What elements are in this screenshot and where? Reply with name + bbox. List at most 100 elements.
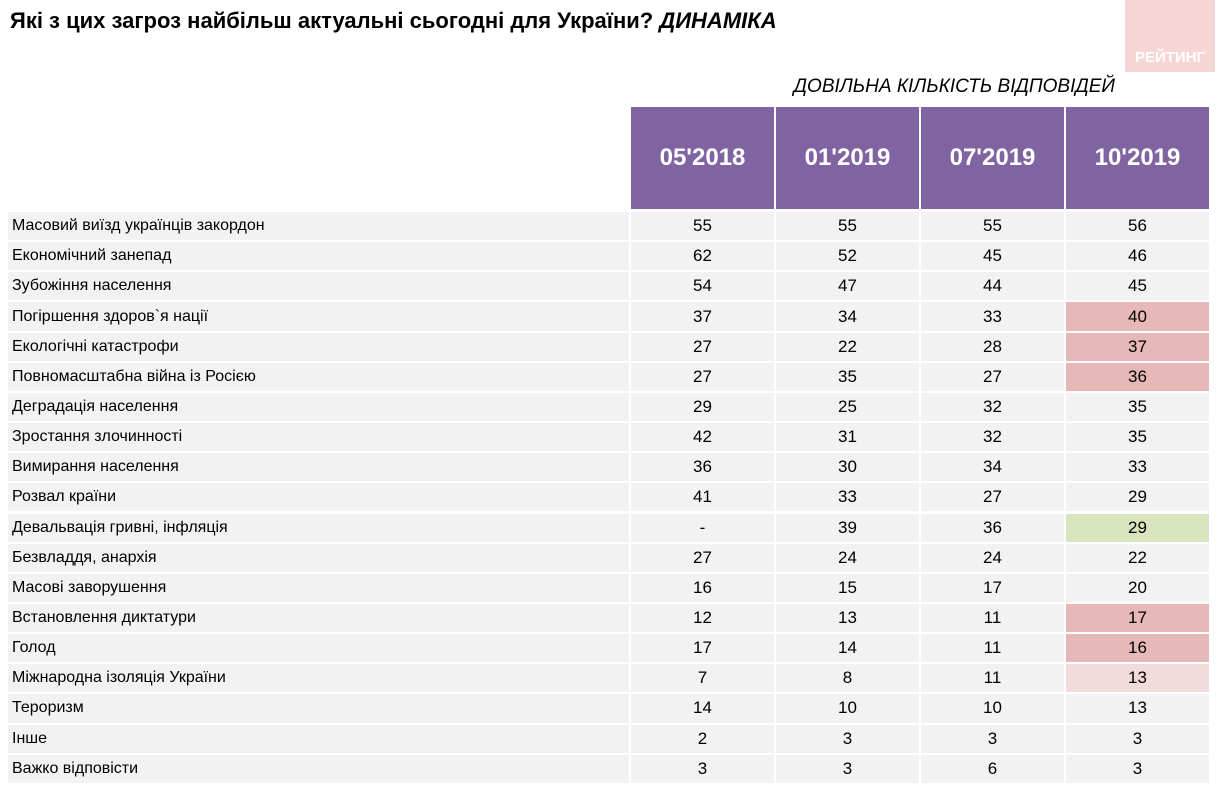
- value-cell: 47: [776, 272, 919, 301]
- value-cell: 41: [631, 483, 774, 512]
- value-cell: 11: [921, 664, 1064, 693]
- value-cell: 13: [1066, 664, 1209, 693]
- row-label: Екологічні катастрофи: [8, 332, 629, 361]
- value-cell: 28: [921, 332, 1064, 361]
- value-cell: 3: [921, 724, 1064, 753]
- value-cell: 7: [631, 664, 774, 693]
- value-cell: 33: [1066, 453, 1209, 482]
- value-cell: 29: [1066, 513, 1209, 542]
- value-cell: 3: [631, 754, 774, 783]
- value-cell: 3: [776, 754, 919, 783]
- value-cell: 36: [921, 513, 1064, 542]
- row-label: Безвладдя, анархія: [8, 543, 629, 572]
- value-cell: 55: [631, 212, 774, 241]
- value-cell: 36: [631, 453, 774, 482]
- row-label: Масовий виїзд українців закордон: [8, 212, 629, 241]
- value-cell: 10: [776, 694, 919, 723]
- value-cell: 13: [776, 603, 919, 633]
- row-label: Масові заворушення: [8, 573, 629, 602]
- value-cell: 14: [631, 694, 774, 723]
- value-cell: 55: [921, 212, 1064, 241]
- value-cell: 2: [631, 724, 774, 753]
- value-cell: 46: [1066, 242, 1209, 271]
- row-label: Економічний занепад: [8, 242, 629, 271]
- value-cell: 14: [776, 634, 919, 663]
- title-emphasis: ДИНАМІКА: [659, 8, 777, 33]
- row-label: Важко відповісти: [8, 754, 629, 783]
- value-cell: 35: [1066, 423, 1209, 452]
- value-cell: 16: [1066, 634, 1209, 663]
- column-header: 07'2019: [921, 107, 1064, 209]
- value-cell: 27: [631, 543, 774, 572]
- row-label: Голод: [8, 634, 629, 663]
- value-cell: 6: [921, 754, 1064, 783]
- value-cell: 44: [921, 272, 1064, 301]
- value-cell: 52: [776, 242, 919, 271]
- value-cell: -: [631, 513, 774, 542]
- value-cell: 3: [1066, 724, 1209, 753]
- value-cell: 37: [1066, 332, 1209, 361]
- value-cell: 27: [921, 483, 1064, 512]
- value-cell: 62: [631, 242, 774, 271]
- value-cell: 54: [631, 272, 774, 301]
- row-label: Зубожіння населення: [8, 272, 629, 301]
- value-cell: 3: [1066, 754, 1209, 783]
- value-cell: 33: [776, 483, 919, 512]
- value-cell: 40: [1066, 302, 1209, 331]
- value-cell: 31: [776, 423, 919, 452]
- value-cell: 34: [776, 302, 919, 331]
- value-cell: 17: [631, 634, 774, 663]
- value-cell: 24: [776, 543, 919, 572]
- value-cell: 27: [631, 332, 774, 361]
- value-cell: 3: [776, 724, 919, 753]
- value-cell: 22: [776, 332, 919, 361]
- column-header: 10'2019: [1066, 107, 1209, 209]
- value-cell: 42: [631, 423, 774, 452]
- value-cell: 45: [921, 242, 1064, 271]
- value-cell: 15: [776, 573, 919, 602]
- value-cell: 17: [921, 573, 1064, 602]
- row-label: Розвал країни: [8, 483, 629, 512]
- value-cell: 29: [1066, 483, 1209, 512]
- value-cell: 22: [1066, 543, 1209, 572]
- value-cell: 56: [1066, 212, 1209, 241]
- row-label: Встановлення диктатури: [8, 603, 629, 633]
- value-cell: 45: [1066, 272, 1209, 301]
- title: Які з цих загроз найбільш актуальні сьог…: [10, 8, 777, 34]
- value-cell: 17: [1066, 603, 1209, 633]
- logo: РЕЙТИНГ: [1125, 0, 1215, 72]
- row-label: Девальвація гривні, інфляція: [8, 513, 629, 542]
- value-cell: 27: [921, 362, 1064, 391]
- logo-text: РЕЙТИНГ: [1134, 49, 1206, 66]
- value-cell: 13: [1066, 694, 1209, 723]
- row-label: Повномасштабна війна із Росією: [8, 362, 629, 391]
- column-header: 01'2019: [776, 107, 919, 209]
- value-cell: 55: [776, 212, 919, 241]
- value-cell: 32: [921, 423, 1064, 452]
- value-cell: 11: [921, 603, 1064, 633]
- value-cell: 11: [921, 634, 1064, 663]
- row-label: Інше: [8, 724, 629, 753]
- row-label: Міжнародна ізоляція України: [8, 664, 629, 693]
- value-cell: 8: [776, 664, 919, 693]
- row-label: Погіршення здоров`я нації: [8, 302, 629, 331]
- value-cell: 35: [776, 362, 919, 391]
- row-label: Зростання злочинності: [8, 423, 629, 452]
- column-header: 05'2018: [631, 107, 774, 209]
- value-cell: 32: [921, 392, 1064, 422]
- title-text: Які з цих загроз найбільш актуальні сьог…: [10, 8, 654, 33]
- value-cell: 27: [631, 362, 774, 391]
- value-cell: 35: [1066, 392, 1209, 422]
- value-cell: 16: [631, 573, 774, 602]
- value-cell: 33: [921, 302, 1064, 331]
- value-cell: 30: [776, 453, 919, 482]
- row-label: Деградація населення: [8, 392, 629, 422]
- subtitle: ДОВІЛЬНА КІЛЬКІСТЬ ВІДПОВІДЕЙ: [793, 76, 1115, 97]
- value-cell: 12: [631, 603, 774, 633]
- value-cell: 34: [921, 453, 1064, 482]
- value-cell: 37: [631, 302, 774, 331]
- value-cell: 20: [1066, 573, 1209, 602]
- value-cell: 10: [921, 694, 1064, 723]
- value-cell: 36: [1066, 362, 1209, 391]
